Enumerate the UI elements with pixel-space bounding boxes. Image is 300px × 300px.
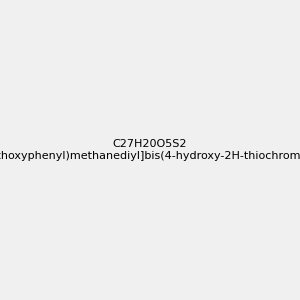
Text: C27H20O5S2
3,3'-[(4-ethoxyphenyl)methanediyl]bis(4-hydroxy-2H-thiochromen-2-one): C27H20O5S2 3,3'-[(4-ethoxyphenyl)methane… — [0, 139, 300, 161]
